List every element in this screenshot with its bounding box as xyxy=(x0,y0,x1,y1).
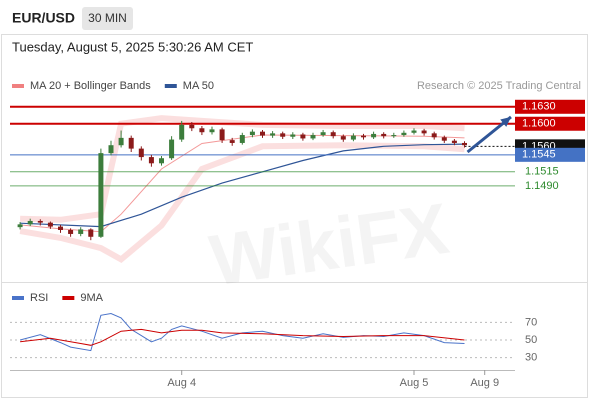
level-label: 1.1515 xyxy=(525,166,559,178)
candle-body xyxy=(431,133,437,138)
bollinger-upper xyxy=(20,115,465,223)
candle-body xyxy=(249,131,255,136)
candle-body xyxy=(239,135,245,143)
level-label: 1.1600 xyxy=(522,118,556,130)
legend-swatch xyxy=(12,84,24,88)
candle-body xyxy=(300,134,306,139)
candle-body xyxy=(169,139,175,159)
level-label: 1.1630 xyxy=(522,101,556,113)
candle-body xyxy=(320,132,326,136)
legend-label: RSI xyxy=(30,292,48,304)
candle-body xyxy=(199,128,205,133)
credit: Research © 2025 Trading Central xyxy=(417,80,581,92)
level-label: 1.1490 xyxy=(525,180,559,192)
timeframe-button[interactable] xyxy=(82,7,133,30)
candle-body xyxy=(381,133,387,137)
candle-body xyxy=(260,131,265,136)
candle-body xyxy=(47,222,53,227)
candle-body xyxy=(391,135,397,137)
candle-body xyxy=(179,124,185,140)
level-label-box xyxy=(515,99,585,114)
candle-body xyxy=(118,137,124,146)
candle-body xyxy=(229,140,235,143)
legend-swatch xyxy=(12,296,24,300)
candle-body xyxy=(310,135,316,139)
candle-body xyxy=(350,135,356,140)
forecast-arrow-head xyxy=(500,116,511,127)
legend-swatch xyxy=(62,296,75,300)
candle-body xyxy=(330,132,336,137)
candle-body xyxy=(128,137,134,149)
legend-label: MA 50 xyxy=(183,80,214,92)
legend-swatch xyxy=(164,84,177,88)
candle-body xyxy=(401,132,407,136)
candle-body xyxy=(37,220,43,223)
timestamp: Tuesday, August 5, 2025 5:30:26 AM CET xyxy=(12,39,253,54)
legend-label: 9MA xyxy=(80,292,103,304)
candle-body xyxy=(68,230,74,234)
candle-body xyxy=(361,135,366,138)
level-label: 1.1545 xyxy=(522,149,556,161)
candle-body xyxy=(108,145,114,154)
legend-label: MA 20 + Bollinger Bands xyxy=(30,80,151,92)
candle-body xyxy=(148,157,154,164)
candle-body xyxy=(27,220,33,225)
indicator-line xyxy=(20,328,465,346)
y-tick-label: 70 xyxy=(525,316,537,328)
candle-body xyxy=(209,129,215,133)
y-tick-label: 30 xyxy=(525,352,537,364)
candle-body xyxy=(411,130,417,133)
candle-body xyxy=(138,148,144,158)
symbol: EUR/USD xyxy=(12,10,75,26)
x-tick-label: Aug 9 xyxy=(470,377,499,389)
plot-layer: WikiFX1.16301.16001.15601.15451.15151.14… xyxy=(10,80,585,389)
candle-body xyxy=(270,133,276,136)
level-label-box xyxy=(515,116,585,131)
candle-body xyxy=(421,130,427,134)
x-tick-label: Aug 4 xyxy=(167,377,196,389)
candle-body xyxy=(462,142,467,146)
candle-body xyxy=(340,136,346,140)
candle-body xyxy=(441,137,447,141)
candle-body xyxy=(290,134,296,137)
candle-body xyxy=(219,129,225,141)
chart-frame xyxy=(1,34,588,398)
level-label-box xyxy=(515,147,585,162)
candle-body xyxy=(371,133,377,138)
candle-body xyxy=(88,229,94,237)
candle-body xyxy=(78,229,84,234)
candle-body xyxy=(98,153,104,237)
timeframe-label[interactable]: 30 MIN xyxy=(88,11,127,25)
x-tick-label: Aug 5 xyxy=(400,377,429,389)
candle-body xyxy=(17,224,23,228)
y-tick-label: 50 xyxy=(525,334,537,346)
candle-body xyxy=(159,158,164,164)
candle-body xyxy=(189,124,195,129)
candle-body xyxy=(58,226,63,230)
candle-body xyxy=(280,133,286,137)
candle-body xyxy=(451,140,457,143)
